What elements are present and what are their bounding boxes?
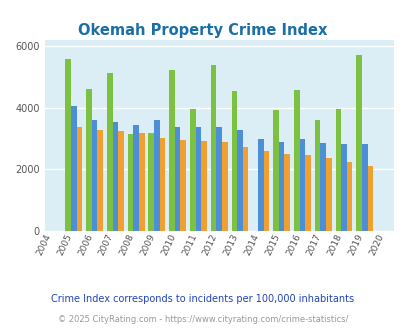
Bar <box>97 130 103 231</box>
Bar <box>299 139 305 231</box>
Bar <box>148 133 154 231</box>
Bar <box>133 125 139 231</box>
Bar <box>86 89 92 231</box>
Bar <box>169 70 175 231</box>
Bar <box>231 91 237 231</box>
Bar <box>356 55 361 231</box>
Bar <box>325 158 331 231</box>
Bar <box>284 154 289 231</box>
Text: © 2025 CityRating.com - https://www.cityrating.com/crime-statistics/: © 2025 CityRating.com - https://www.city… <box>58 315 347 324</box>
Bar <box>346 162 352 231</box>
Bar <box>190 109 195 231</box>
Bar <box>237 130 242 231</box>
Bar <box>65 59 71 231</box>
Bar <box>210 65 216 231</box>
Bar <box>118 131 124 231</box>
Bar <box>128 134 133 231</box>
Bar <box>159 138 165 231</box>
Bar <box>107 73 112 231</box>
Bar <box>257 139 263 231</box>
Bar <box>139 133 144 231</box>
Bar <box>77 127 82 231</box>
Bar <box>335 109 340 231</box>
Bar <box>92 120 97 231</box>
Bar <box>175 127 180 231</box>
Bar <box>216 127 222 231</box>
Bar <box>340 144 346 231</box>
Bar <box>201 142 207 231</box>
Text: Crime Index corresponds to incidents per 100,000 inhabitants: Crime Index corresponds to incidents per… <box>51 294 354 304</box>
Bar <box>278 143 284 231</box>
Bar <box>273 110 278 231</box>
Bar <box>361 144 367 231</box>
Bar <box>71 106 77 231</box>
Bar <box>242 147 248 231</box>
Bar <box>320 143 325 231</box>
Bar <box>263 151 269 231</box>
Text: Okemah Property Crime Index: Okemah Property Crime Index <box>78 23 327 38</box>
Bar <box>305 155 310 231</box>
Bar <box>367 166 372 231</box>
Bar <box>195 127 201 231</box>
Bar <box>314 120 320 231</box>
Bar <box>154 120 159 231</box>
Bar <box>293 90 299 231</box>
Bar <box>112 122 118 231</box>
Bar <box>180 140 185 231</box>
Bar <box>222 143 227 231</box>
